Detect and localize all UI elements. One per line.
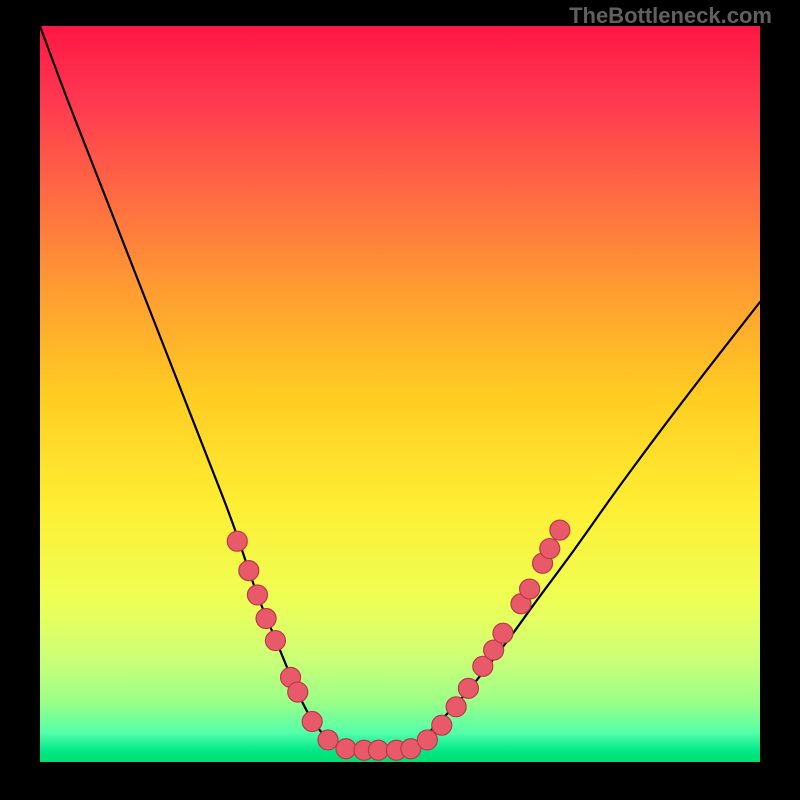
data-marker <box>239 561 259 581</box>
data-marker <box>247 585 267 605</box>
data-marker <box>493 623 513 643</box>
data-marker <box>550 520 570 540</box>
bottleneck-chart <box>40 26 760 762</box>
data-marker <box>302 712 322 732</box>
data-marker <box>432 715 452 735</box>
data-marker <box>227 531 247 551</box>
data-marker <box>417 730 437 750</box>
plot-area <box>40 26 760 762</box>
data-marker <box>288 682 308 702</box>
data-marker <box>540 539 560 559</box>
data-marker <box>256 608 276 628</box>
data-marker <box>446 697 466 717</box>
chart-container: TheBottleneck.com <box>0 0 800 800</box>
data-marker <box>520 579 540 599</box>
data-marker <box>318 730 338 750</box>
data-marker <box>458 678 478 698</box>
data-marker <box>368 740 388 760</box>
data-marker <box>336 739 356 759</box>
watermark-label: TheBottleneck.com <box>569 3 772 29</box>
gradient-background <box>40 26 760 762</box>
data-marker <box>265 631 285 651</box>
